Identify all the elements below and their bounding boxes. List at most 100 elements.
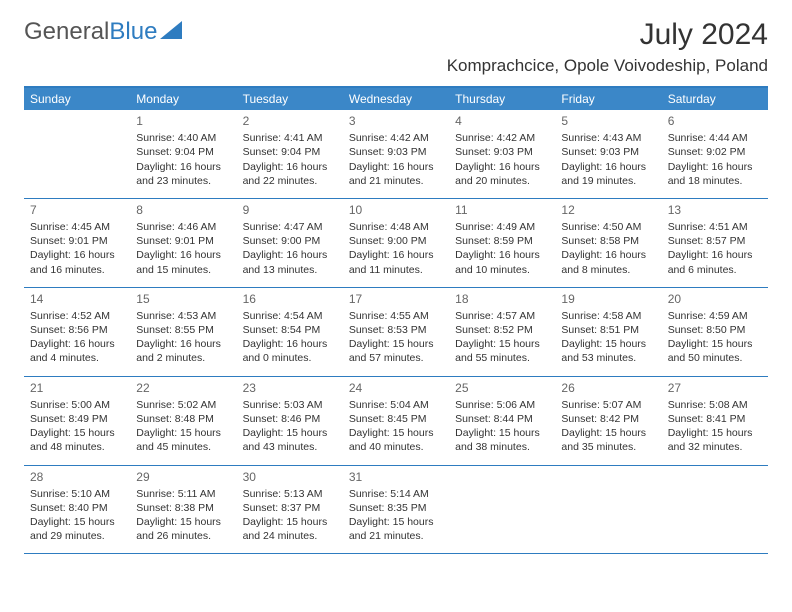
daylight-text: Daylight: 15 hours and 40 minutes. [349, 426, 443, 454]
sunrise-text: Sunrise: 5:02 AM [136, 398, 230, 412]
sunrise-text: Sunrise: 4:43 AM [561, 131, 655, 145]
location-text: Komprachcice, Opole Voivodeship, Poland [447, 56, 768, 76]
weekday-header-row: Sunday Monday Tuesday Wednesday Thursday… [24, 88, 768, 110]
day-number: 7 [30, 202, 124, 218]
sunset-text: Sunset: 9:00 PM [243, 234, 337, 248]
sunrise-text: Sunrise: 4:42 AM [349, 131, 443, 145]
weekday-header: Friday [555, 88, 661, 110]
day-cell: 14Sunrise: 4:52 AMSunset: 8:56 PMDayligh… [24, 288, 130, 376]
day-cell: 20Sunrise: 4:59 AMSunset: 8:50 PMDayligh… [662, 288, 768, 376]
week-row: 7Sunrise: 4:45 AMSunset: 9:01 PMDaylight… [24, 199, 768, 288]
day-cell: 22Sunrise: 5:02 AMSunset: 8:48 PMDayligh… [130, 377, 236, 465]
day-number: 6 [668, 113, 762, 129]
logo-triangle-icon [160, 18, 182, 46]
day-number: 4 [455, 113, 549, 129]
daylight-text: Daylight: 16 hours and 0 minutes. [243, 337, 337, 365]
day-number: 31 [349, 469, 443, 485]
weekday-header: Saturday [662, 88, 768, 110]
sunset-text: Sunset: 8:38 PM [136, 501, 230, 515]
day-cell: 31Sunrise: 5:14 AMSunset: 8:35 PMDayligh… [343, 466, 449, 554]
sunset-text: Sunset: 8:42 PM [561, 412, 655, 426]
sunrise-text: Sunrise: 4:46 AM [136, 220, 230, 234]
day-cell: 28Sunrise: 5:10 AMSunset: 8:40 PMDayligh… [24, 466, 130, 554]
sunrise-text: Sunrise: 4:42 AM [455, 131, 549, 145]
sunset-text: Sunset: 9:00 PM [349, 234, 443, 248]
day-number: 21 [30, 380, 124, 396]
sunset-text: Sunset: 8:56 PM [30, 323, 124, 337]
sunset-text: Sunset: 8:52 PM [455, 323, 549, 337]
day-number: 24 [349, 380, 443, 396]
week-row: 14Sunrise: 4:52 AMSunset: 8:56 PMDayligh… [24, 288, 768, 377]
daylight-text: Daylight: 16 hours and 20 minutes. [455, 160, 549, 188]
day-number: 22 [136, 380, 230, 396]
daylight-text: Daylight: 15 hours and 32 minutes. [668, 426, 762, 454]
sunset-text: Sunset: 8:59 PM [455, 234, 549, 248]
day-cell: 4 Sunrise: 4:42 AMSunset: 9:03 PMDaylight… [449, 110, 555, 198]
day-cell [662, 466, 768, 554]
day-cell [24, 110, 130, 198]
day-number: 1 [136, 113, 230, 129]
sunset-text: Sunset: 9:03 PM [455, 145, 549, 159]
sunset-text: Sunset: 8:46 PM [243, 412, 337, 426]
daylight-text: Daylight: 15 hours and 48 minutes. [30, 426, 124, 454]
week-row: 21Sunrise: 5:00 AMSunset: 8:49 PMDayligh… [24, 377, 768, 466]
daylight-text: Daylight: 16 hours and 15 minutes. [136, 248, 230, 276]
day-number: 27 [668, 380, 762, 396]
day-cell: 27 Sunrise: 5:08 AMSunset: 8:41 PMDayligh… [662, 377, 768, 465]
sunset-text: Sunset: 9:02 PM [668, 145, 762, 159]
sunset-text: Sunset: 8:44 PM [455, 412, 549, 426]
day-cell: 9Sunrise: 4:47 AMSunset: 9:00 PMDaylight… [237, 199, 343, 287]
sunset-text: Sunset: 9:03 PM [561, 145, 655, 159]
day-cell: 15Sunrise: 4:53 AMSunset: 8:55 PMDayligh… [130, 288, 236, 376]
day-number: 30 [243, 469, 337, 485]
sunset-text: Sunset: 8:49 PM [30, 412, 124, 426]
sunset-text: Sunset: 9:04 PM [136, 145, 230, 159]
daylight-text: Daylight: 16 hours and 18 minutes. [668, 160, 762, 188]
day-number: 3 [349, 113, 443, 129]
sunrise-text: Sunrise: 4:50 AM [561, 220, 655, 234]
daylight-text: Daylight: 15 hours and 24 minutes. [243, 515, 337, 543]
sunrise-text: Sunrise: 4:45 AM [30, 220, 124, 234]
day-cell: 17Sunrise: 4:55 AMSunset: 8:53 PMDayligh… [343, 288, 449, 376]
day-cell: 25Sunrise: 5:06 AMSunset: 8:44 PMDayligh… [449, 377, 555, 465]
sunrise-text: Sunrise: 4:54 AM [243, 309, 337, 323]
weeks-container: 1Sunrise: 4:40 AMSunset: 9:04 PMDaylight… [24, 110, 768, 554]
day-cell: 10Sunrise: 4:48 AMSunset: 9:00 PMDayligh… [343, 199, 449, 287]
day-cell [449, 466, 555, 554]
sunset-text: Sunset: 8:57 PM [668, 234, 762, 248]
week-row: 28Sunrise: 5:10 AMSunset: 8:40 PMDayligh… [24, 466, 768, 555]
daylight-text: Daylight: 15 hours and 43 minutes. [243, 426, 337, 454]
sunset-text: Sunset: 8:41 PM [668, 412, 762, 426]
sunset-text: Sunset: 8:48 PM [136, 412, 230, 426]
day-number: 18 [455, 291, 549, 307]
sunset-text: Sunset: 8:50 PM [668, 323, 762, 337]
logo-text-1: General [24, 18, 109, 46]
day-number: 2 [243, 113, 337, 129]
sunrise-text: Sunrise: 5:14 AM [349, 487, 443, 501]
sunset-text: Sunset: 8:54 PM [243, 323, 337, 337]
daylight-text: Daylight: 15 hours and 53 minutes. [561, 337, 655, 365]
daylight-text: Daylight: 15 hours and 57 minutes. [349, 337, 443, 365]
weekday-header: Thursday [449, 88, 555, 110]
sunset-text: Sunset: 8:58 PM [561, 234, 655, 248]
day-cell: 12Sunrise: 4:50 AMSunset: 8:58 PMDayligh… [555, 199, 661, 287]
daylight-text: Daylight: 16 hours and 4 minutes. [30, 337, 124, 365]
sunset-text: Sunset: 8:51 PM [561, 323, 655, 337]
sunrise-text: Sunrise: 5:04 AM [349, 398, 443, 412]
day-number: 15 [136, 291, 230, 307]
day-number: 16 [243, 291, 337, 307]
calendar: Sunday Monday Tuesday Wednesday Thursday… [24, 86, 768, 554]
sunrise-text: Sunrise: 4:48 AM [349, 220, 443, 234]
daylight-text: Daylight: 15 hours and 38 minutes. [455, 426, 549, 454]
sunset-text: Sunset: 8:40 PM [30, 501, 124, 515]
weekday-header: Sunday [24, 88, 130, 110]
day-cell: 2Sunrise: 4:41 AMSunset: 9:04 PMDaylight… [237, 110, 343, 198]
sunset-text: Sunset: 8:35 PM [349, 501, 443, 515]
daylight-text: Daylight: 16 hours and 19 minutes. [561, 160, 655, 188]
sunset-text: Sunset: 8:55 PM [136, 323, 230, 337]
day-number: 13 [668, 202, 762, 218]
day-cell: 5Sunrise: 4:43 AMSunset: 9:03 PMDaylight… [555, 110, 661, 198]
day-cell: 1Sunrise: 4:40 AMSunset: 9:04 PMDaylight… [130, 110, 236, 198]
sunrise-text: Sunrise: 5:08 AM [668, 398, 762, 412]
day-number: 28 [30, 469, 124, 485]
